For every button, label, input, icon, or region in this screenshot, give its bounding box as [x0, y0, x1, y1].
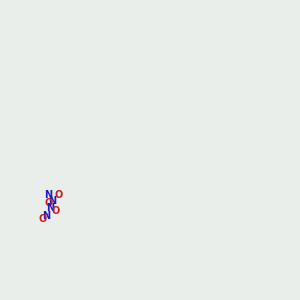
Text: O: O — [44, 198, 52, 208]
Text: N: N — [46, 203, 54, 213]
Text: N: N — [48, 196, 56, 206]
Text: N: N — [42, 211, 51, 221]
Text: O: O — [52, 206, 60, 216]
Text: O: O — [39, 214, 47, 224]
Text: O: O — [54, 190, 63, 200]
Text: N: N — [44, 190, 52, 200]
